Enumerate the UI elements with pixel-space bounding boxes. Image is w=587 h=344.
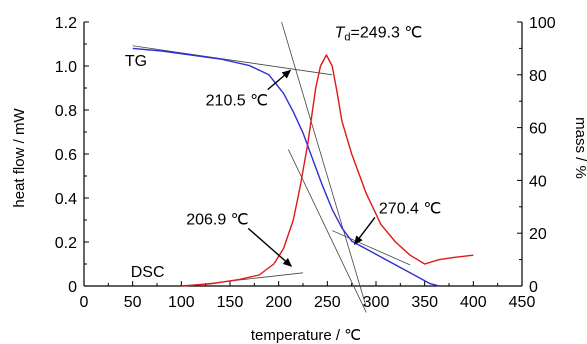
y-left-tick-label: 1.0 bbox=[55, 59, 77, 76]
x-axis-title: temperature / ℃ bbox=[251, 327, 361, 344]
peak-label-subscript: d bbox=[344, 31, 350, 43]
x-tick-label: 50 bbox=[124, 294, 142, 311]
y-right-tick-label: 100 bbox=[529, 15, 556, 32]
y-right-tick-label: 0 bbox=[529, 279, 538, 296]
annotation-arrow bbox=[267, 69, 292, 91]
y-left-tick-label: 0.8 bbox=[55, 103, 77, 120]
x-tick-label: 0 bbox=[80, 294, 89, 311]
y-left-tick-label: 0.4 bbox=[55, 191, 77, 208]
tangent-lines bbox=[132, 21, 411, 313]
tangent-line bbox=[288, 149, 367, 313]
tangent-line bbox=[132, 45, 333, 76]
y-right-tick-label: 80 bbox=[529, 68, 547, 85]
series-label-tg: TG bbox=[125, 53, 147, 70]
series-line-dsc bbox=[181, 54, 474, 287]
tangent-line bbox=[332, 230, 411, 266]
x-tick-label: 300 bbox=[363, 294, 390, 311]
y-left-tick-label: 0.6 bbox=[55, 147, 77, 164]
x-tick-label: 150 bbox=[217, 294, 244, 311]
y-right-tick-label: 20 bbox=[529, 226, 547, 243]
y-right-tick-label: 40 bbox=[529, 173, 547, 190]
x-tick-label: 350 bbox=[411, 294, 438, 311]
x-tick-label: 450 bbox=[509, 294, 536, 311]
annotations: TG DSC 210.5 ℃ 206.9 ℃ 270.4 ℃ Td=249.3 ℃ bbox=[125, 24, 441, 281]
x-tick-label: 250 bbox=[314, 294, 341, 311]
axes: 0 50 100 150 200 250 300 350 400 45000.20.40.60.8… bbox=[55, 15, 556, 311]
y-left-tick-label: 0 bbox=[68, 279, 77, 296]
y-left-axis-title: heat flow / mW bbox=[11, 108, 28, 208]
peak-label: Td=249.3 ℃ bbox=[335, 24, 423, 43]
peak-label-value: =249.3 ℃ bbox=[351, 24, 423, 41]
y-right-tick-label: 60 bbox=[529, 121, 547, 138]
annotation-arrow bbox=[247, 227, 293, 267]
series-group bbox=[132, 47, 474, 287]
x-tick-label: 200 bbox=[265, 294, 292, 311]
annotation-arrow bbox=[353, 216, 376, 245]
x-tick-label: 100 bbox=[168, 294, 195, 311]
series-line-tg bbox=[132, 47, 440, 287]
tangent-line bbox=[281, 21, 367, 308]
annotation-label: 210.5 ℃ bbox=[206, 93, 268, 110]
x-tick-label: 400 bbox=[460, 294, 487, 311]
annotation-label: 270.4 ℃ bbox=[379, 200, 441, 217]
y-left-tick-label: 0.2 bbox=[55, 235, 77, 252]
y-left-tick-label: 1.2 bbox=[55, 15, 77, 32]
peak-label-symbol: T bbox=[335, 24, 346, 41]
series-label-dsc: DSC bbox=[131, 264, 165, 281]
annotation-label: 206.9 ℃ bbox=[186, 211, 248, 228]
y-right-axis-title: mass / % bbox=[572, 117, 587, 179]
